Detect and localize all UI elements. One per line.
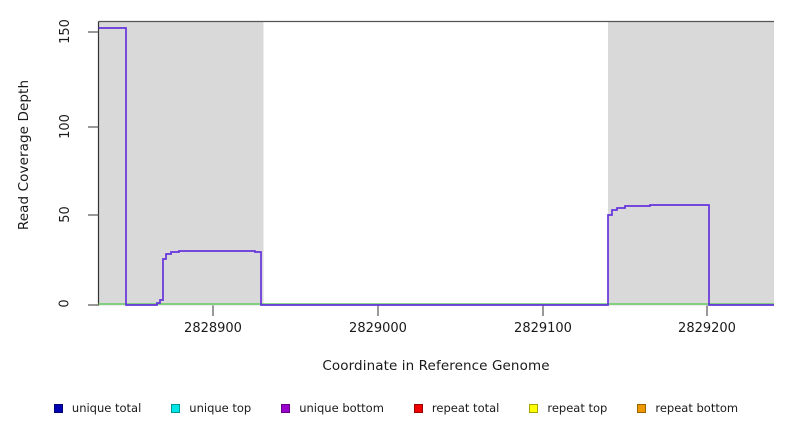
legend-item-repeat-total[interactable]: repeat total [413, 401, 500, 415]
square-swatch-icon [53, 403, 63, 413]
shaded-region-left [98, 21, 264, 306]
square-swatch-icon [413, 403, 423, 413]
x-tick-label-2828900: 2828900 [184, 321, 242, 336]
legend-label: unique total [71, 401, 142, 415]
square-swatch-icon [171, 403, 181, 413]
x-axis-title-text: Coordinate in Reference Genome [322, 358, 550, 374]
legend-item-unique-top[interactable]: unique top [171, 401, 251, 415]
legend-item-unique-bottom[interactable]: unique bottom [281, 401, 384, 415]
square-swatch-icon [529, 403, 539, 413]
shaded-region-right [608, 21, 774, 306]
x-axis-title: Coordinate in Reference Genome [98, 358, 774, 374]
legend-item-unique-total[interactable]: unique total [53, 401, 142, 415]
x-tick-label-2829100: 2829100 [514, 321, 572, 336]
series-unique-bottom-line [98, 27, 774, 306]
legend-item-repeat-bottom[interactable]: repeat bottom [637, 401, 738, 415]
chart-legend: unique total unique top unique bottom re… [0, 398, 792, 418]
square-swatch-icon [637, 403, 647, 413]
legend-label: unique top [189, 401, 252, 415]
x-tick-label-2829200: 2829200 [678, 321, 736, 336]
legend-label: repeat total [431, 401, 500, 415]
legend-label: repeat bottom [655, 401, 739, 415]
x-tick-label-2829000: 2829000 [349, 321, 407, 336]
legend-label: unique bottom [299, 401, 384, 415]
square-swatch-icon [281, 403, 291, 413]
legend-label: repeat top [547, 401, 608, 415]
legend-item-repeat-top[interactable]: repeat top [529, 401, 607, 415]
